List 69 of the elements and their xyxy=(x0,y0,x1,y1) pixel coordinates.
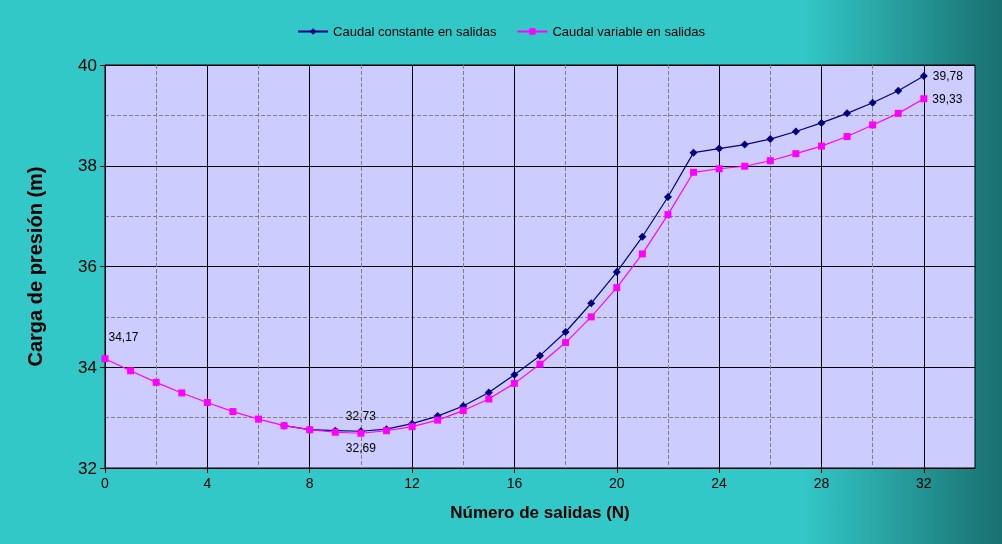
legend-label: Caudal constante en salidas xyxy=(333,24,497,39)
x-axis-title: Número de salidas (N) xyxy=(450,503,630,522)
y-tick-label: 34 xyxy=(78,357,97,377)
x-tick-label: 20 xyxy=(608,475,625,491)
y-tick-label: 32 xyxy=(78,458,97,478)
point xyxy=(766,135,775,144)
x-tick-label: 24 xyxy=(711,475,728,491)
point xyxy=(664,211,672,219)
point xyxy=(127,367,135,375)
point xyxy=(792,150,800,158)
point xyxy=(715,165,723,173)
point xyxy=(920,95,928,103)
legend-label: Caudal variable en salidas xyxy=(552,24,706,39)
point xyxy=(740,140,749,149)
point xyxy=(663,192,672,201)
point xyxy=(817,142,825,150)
x-tick-label: 8 xyxy=(305,475,314,491)
point xyxy=(766,157,774,165)
point xyxy=(843,133,851,141)
point xyxy=(791,127,800,136)
point xyxy=(536,360,544,368)
point xyxy=(255,415,263,423)
x-tick-label: 32 xyxy=(916,475,932,491)
x-tick-label: 28 xyxy=(813,475,830,491)
point xyxy=(408,423,416,431)
point xyxy=(612,268,621,277)
point xyxy=(919,72,928,81)
x-tick-label: 0 xyxy=(101,475,110,491)
point xyxy=(868,98,877,107)
point xyxy=(613,284,621,292)
point xyxy=(562,339,570,347)
x-tick-label: 4 xyxy=(203,475,212,491)
point xyxy=(510,370,519,379)
point xyxy=(587,299,596,308)
point xyxy=(152,378,160,386)
point xyxy=(690,168,698,176)
point xyxy=(869,121,877,129)
point xyxy=(484,388,493,397)
point xyxy=(894,109,902,117)
y-axis-title: Carga de presión (m) xyxy=(24,166,46,367)
y-tick-label: 40 xyxy=(78,55,97,75)
y-tick-label: 36 xyxy=(78,257,97,276)
point xyxy=(715,144,724,153)
data-label: 32,73 xyxy=(345,409,377,424)
point xyxy=(510,379,518,387)
data-label: 32,69 xyxy=(345,440,377,455)
data-label: 34,17 xyxy=(108,330,139,345)
x-tick-label: 12 xyxy=(404,475,421,491)
point xyxy=(459,407,467,415)
point xyxy=(741,162,749,170)
y-tick-label: 38 xyxy=(78,156,97,176)
point xyxy=(843,109,852,118)
point xyxy=(203,399,211,407)
point xyxy=(536,351,544,360)
point xyxy=(485,395,493,403)
point xyxy=(689,148,698,157)
point xyxy=(561,327,570,336)
point xyxy=(817,118,826,127)
point xyxy=(434,416,442,424)
point xyxy=(178,389,186,397)
point xyxy=(587,313,595,321)
data-label: 39,33 xyxy=(932,91,963,106)
data-label: 39,78 xyxy=(932,69,964,84)
x-tick-label: 16 xyxy=(506,475,523,491)
point xyxy=(101,355,109,363)
point xyxy=(229,408,237,416)
point xyxy=(638,232,647,241)
point xyxy=(638,250,646,258)
point xyxy=(894,86,903,95)
